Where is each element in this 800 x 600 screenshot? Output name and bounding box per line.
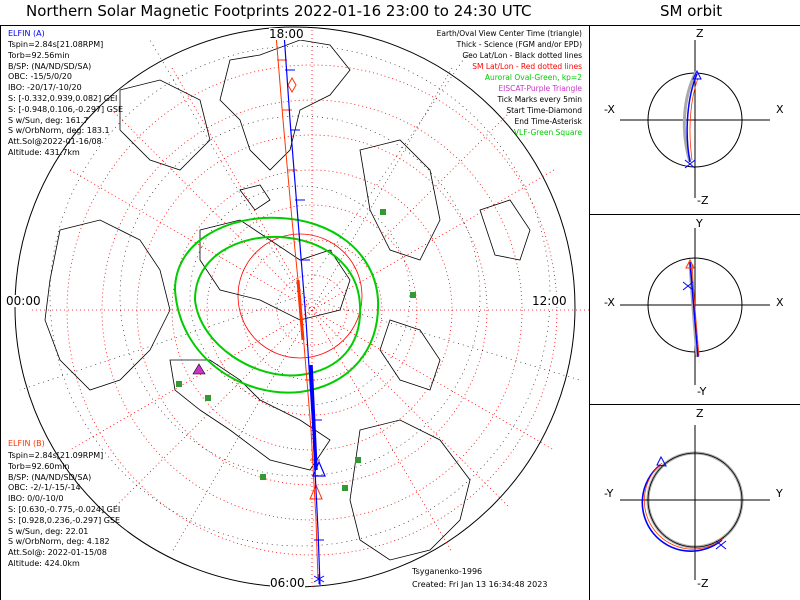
panel1-right: X bbox=[776, 103, 784, 116]
elfin-b-info-line: OBC: -2/-1/-15/-14 bbox=[8, 483, 81, 493]
elfin-a-info-line: IBO: -20/17/-10/20 bbox=[8, 83, 82, 93]
legend-item: VLF-Green Square bbox=[513, 128, 582, 137]
legend-item: Tick Marks every 5min bbox=[497, 95, 582, 104]
elfin-b-info-line: S: [0.630,-0.775,-0.024] GEI bbox=[8, 505, 121, 514]
elfin-a-info-line: S w/OrbNorm, deg: 183.1 bbox=[8, 126, 110, 136]
orbit-title: SM orbit bbox=[660, 2, 723, 20]
elfin-b-info-line: S w/Sun, deg: 22.01 bbox=[8, 526, 89, 536]
elfin-a-info-line: Tspin=2.84s[21.08RPM] bbox=[8, 40, 104, 49]
clock-label-top: 18:00 bbox=[269, 27, 304, 41]
orbit-panel-xy bbox=[620, 228, 770, 385]
elfin-b-info-line: Altitude: 424.0km bbox=[8, 559, 80, 568]
legend-item: End Time-Asterisk bbox=[514, 117, 582, 126]
elfin-a-info-line: Att.Sol@2022-01-16/08 bbox=[8, 137, 102, 147]
plot-title: Northern Solar Magnetic Footprints 2022-… bbox=[26, 2, 532, 20]
elfin-a-name: ELFIN (A) bbox=[8, 29, 45, 38]
panel1-left: -X bbox=[604, 103, 615, 116]
elfin-b-track bbox=[275, 34, 323, 581]
clock-label-bottom: 06:00 bbox=[270, 576, 305, 590]
elfin-a-info-line: OBC: -15/5/0/20 bbox=[8, 72, 72, 82]
legend-item: EISCAT-Purple Triangle bbox=[498, 84, 582, 93]
elfin-a-info-line: S: [-0.948,0.106,-0.297] GSE bbox=[8, 104, 123, 114]
elfin-a-info-line: Torb=92.56min bbox=[8, 50, 70, 60]
eiscat-triangle bbox=[192, 363, 206, 375]
panel3-left: -Y bbox=[604, 487, 614, 500]
elfin-b-info-line: S w/OrbNorm, deg: 4.182 bbox=[8, 537, 110, 547]
panel3-right: Y bbox=[776, 487, 783, 500]
clock-label-left: 00:00 bbox=[6, 294, 41, 308]
elfin-b-info-line: Torb=92.60min bbox=[8, 461, 70, 471]
panel2-top: Y bbox=[696, 217, 703, 230]
elfin-b-info-line: S: [0.928,0.236,-0.297] GSE bbox=[8, 515, 121, 525]
legend-item: Auroral Oval-Green, kp=2 bbox=[484, 73, 582, 82]
legend-item: Geo Lat/Lon - Black dotted lines bbox=[462, 51, 582, 60]
model-credit: Tsyganenko-1996 bbox=[412, 567, 483, 576]
created-timestamp: Created: Fri Jan 13 16:34:48 2023 bbox=[412, 580, 548, 589]
orbit-panel-yz bbox=[620, 425, 770, 580]
elfin-b-info-line: Att.Sol@: 2022-01-15/08 bbox=[8, 548, 107, 558]
elfin-a-track bbox=[283, 32, 326, 586]
panel2-right: X bbox=[776, 296, 784, 309]
elfin-a-info-line: S w/Sun, deg: 161.7 bbox=[8, 115, 89, 125]
panel3-bottom: -Z bbox=[697, 577, 709, 590]
orbit-panel-xz bbox=[620, 40, 770, 198]
vlf-markers bbox=[176, 209, 416, 491]
legend-item: Thick - Science (FGM and/or EPD) bbox=[456, 40, 582, 49]
coastlines bbox=[44, 39, 531, 561]
legend-item: Earth/Oval View Center Time (triangle) bbox=[436, 29, 582, 38]
elfin-b-info-line: Tspin=2.84s[21.09RPM] bbox=[8, 451, 104, 460]
panel3-top: Z bbox=[696, 407, 704, 420]
legend-item: SM Lat/Lon - Red dotted lines bbox=[472, 62, 582, 71]
elfin-a-info-line: B/SP: (NA/ND/SD/SA) bbox=[8, 61, 92, 71]
elfin-b-name: ELFIN (B) bbox=[8, 439, 45, 448]
auroral-oval bbox=[173, 216, 380, 394]
elfin-a-info-line: Altitude: 431.7km bbox=[8, 148, 80, 157]
elfin-a-info-line: S: [-0.332,0.939,0.082] GEI bbox=[8, 94, 118, 103]
panel1-bottom: -Z bbox=[697, 194, 709, 207]
elfin-b-info-line: B/SP: (NA/ND/SD/SA) bbox=[8, 472, 92, 482]
elfin-b-info-line: IBO: 0/0/-10/0 bbox=[8, 494, 64, 504]
legend-item: Start Time-Diamond bbox=[506, 106, 582, 115]
clock-label-right: 12:00 bbox=[532, 294, 567, 308]
panel2-left: -X bbox=[604, 296, 615, 309]
panel1-top: Z bbox=[696, 27, 704, 40]
panel2-bottom: -Y bbox=[697, 385, 707, 398]
